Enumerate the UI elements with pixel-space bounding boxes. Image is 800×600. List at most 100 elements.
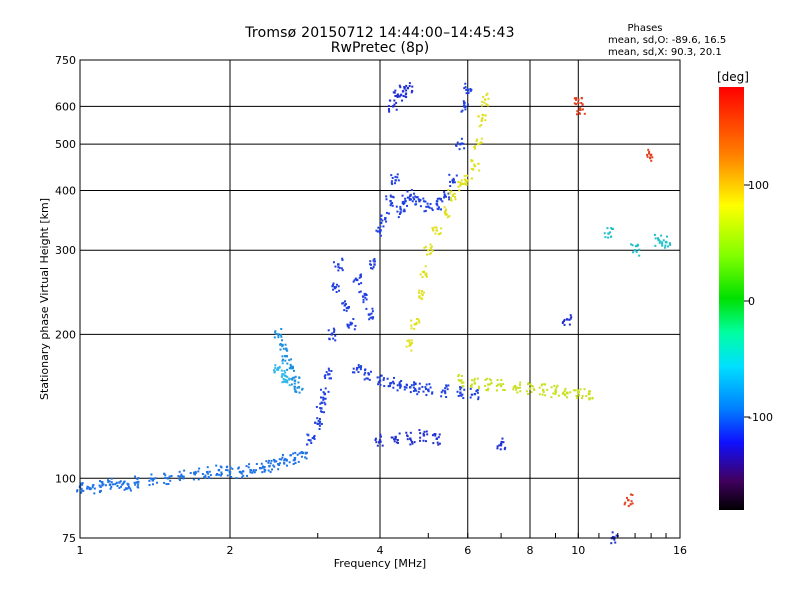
colorbar	[719, 87, 744, 510]
data-point	[315, 405, 318, 408]
data-point	[324, 374, 327, 377]
data-point	[408, 339, 411, 342]
data-point	[477, 162, 480, 165]
data-point	[477, 115, 480, 118]
data-point	[444, 213, 447, 216]
data-point	[433, 433, 436, 436]
data-point	[107, 480, 110, 483]
data-point	[392, 196, 395, 199]
data-point	[261, 465, 264, 468]
data-point	[502, 441, 505, 444]
data-point	[445, 385, 448, 388]
data-point	[411, 440, 414, 443]
data-point	[278, 365, 281, 368]
data-point	[81, 482, 84, 485]
data-point	[360, 365, 363, 368]
data-point	[362, 298, 365, 301]
y-axis-label: Stationary phase Virtual Height [km]	[38, 198, 51, 400]
data-point	[360, 282, 363, 285]
data-point	[278, 464, 281, 467]
data-point	[498, 444, 501, 447]
data-point	[400, 208, 403, 211]
data-point	[168, 475, 171, 478]
data-point	[280, 375, 283, 378]
data-point	[394, 437, 397, 440]
data-point	[76, 490, 79, 493]
data-point	[538, 386, 541, 389]
data-point	[475, 140, 478, 143]
data-point	[297, 386, 301, 389]
data-point	[277, 368, 280, 371]
data-point	[282, 380, 285, 383]
data-point	[418, 199, 421, 203]
data-point	[115, 482, 118, 485]
data-point	[264, 469, 267, 472]
data-point	[341, 257, 344, 260]
data-point	[512, 388, 515, 391]
data-point	[447, 384, 450, 387]
data-point	[286, 381, 289, 384]
data-point	[99, 485, 102, 488]
data-point	[371, 316, 374, 319]
data-point	[569, 314, 572, 317]
data-point	[376, 444, 379, 447]
data-point	[394, 175, 397, 178]
data-point	[281, 359, 284, 362]
data-point	[581, 397, 584, 400]
data-point	[355, 368, 358, 371]
data-point	[424, 386, 427, 389]
data-point	[417, 198, 420, 201]
data-point	[484, 378, 487, 381]
data-point	[391, 204, 394, 207]
data-point	[290, 366, 293, 369]
data-point	[363, 378, 366, 381]
data-point	[346, 325, 349, 328]
data-point	[220, 473, 223, 476]
data-point	[345, 307, 348, 310]
data-point	[479, 141, 482, 144]
data-point	[298, 376, 301, 379]
data-point	[562, 391, 565, 394]
data-point	[445, 208, 448, 211]
data-point	[419, 273, 422, 276]
data-point	[459, 142, 462, 146]
data-point	[425, 275, 428, 278]
data-point	[588, 392, 591, 395]
data-point	[135, 481, 138, 484]
data-point	[530, 385, 533, 388]
data-point	[481, 100, 484, 103]
data-point	[478, 169, 481, 172]
data-point	[386, 377, 389, 380]
data-point	[156, 481, 159, 484]
data-point	[401, 99, 404, 102]
data-point	[281, 456, 284, 459]
data-point	[561, 321, 564, 324]
data-point	[499, 384, 503, 388]
data-point	[458, 148, 461, 151]
data-point	[527, 382, 530, 385]
data-point	[482, 95, 485, 98]
data-point	[434, 434, 437, 437]
data-point	[301, 451, 305, 455]
data-point	[274, 364, 277, 367]
data-point	[669, 243, 672, 246]
data-point	[394, 182, 397, 185]
data-point	[463, 388, 466, 391]
data-point	[197, 478, 200, 481]
data-point	[381, 219, 384, 222]
data-point	[451, 194, 455, 197]
data-point	[415, 196, 418, 199]
data-point	[404, 95, 407, 98]
data-point	[441, 200, 444, 203]
data-point	[418, 289, 421, 292]
colorbar-tick-100: 100	[748, 179, 769, 192]
data-point	[305, 451, 308, 454]
data-point	[435, 202, 438, 206]
data-point	[400, 379, 403, 382]
data-point	[358, 366, 361, 369]
data-point	[444, 210, 447, 213]
data-point	[385, 198, 388, 201]
data-point	[151, 483, 154, 486]
data-point	[405, 84, 408, 87]
data-point	[481, 118, 484, 121]
